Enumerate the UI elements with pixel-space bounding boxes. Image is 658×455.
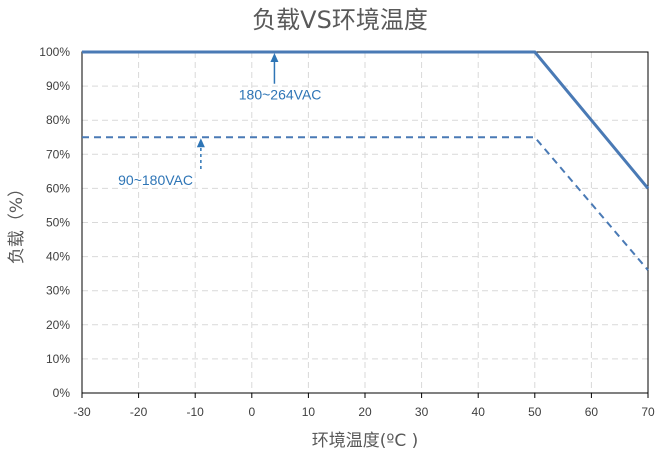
x-tick-label: 20	[358, 405, 372, 419]
annotations-layer: 180~264VAC 90~180VAC	[118, 53, 321, 188]
y-tick-label: 100%	[39, 45, 70, 59]
annotation-label-2: 90~180VAC	[118, 172, 193, 188]
y-tick-label: 10%	[46, 352, 70, 366]
series-line-1	[82, 50, 650, 190]
x-tick-label: -10	[187, 405, 205, 419]
x-tick-label: -20	[130, 405, 148, 419]
annotation-arrowhead-1	[270, 53, 279, 62]
y-tick-label: 90%	[46, 79, 70, 93]
y-tick-label: 60%	[46, 181, 70, 195]
grid	[82, 52, 648, 393]
series-layer	[82, 50, 650, 271]
y-axis-label: 负载（%）	[7, 180, 27, 264]
x-tick-label: -30	[73, 405, 91, 419]
annotation-label-1: 180~264VAC	[239, 87, 322, 103]
y-tick-label: 80%	[46, 113, 70, 127]
tick-labels: -30 -20 -10 0 10 20 30 40 50 60 70 0% 10% 20% 30% 40% 50…	[39, 45, 655, 419]
x-tick-label: 50	[528, 405, 542, 419]
y-tick-label: 50%	[46, 216, 70, 230]
y-tick-label: 30%	[46, 284, 70, 298]
x-tick-label: 0	[248, 405, 255, 419]
y-tick-label: 0%	[53, 386, 71, 400]
series-line-2	[82, 136, 649, 271]
annotation-arrowhead-2	[196, 138, 205, 148]
x-tick-label: 70	[641, 405, 655, 419]
x-tick-label: 30	[415, 405, 429, 419]
x-tick-label: 10	[302, 405, 316, 419]
y-tick-label: 70%	[46, 147, 70, 161]
x-tick-label: 60	[585, 405, 599, 419]
y-tick-label: 20%	[46, 318, 70, 332]
chart-title: 负载VS环境温度	[252, 6, 428, 34]
y-tick-label: 40%	[46, 250, 70, 264]
x-axis-label: 环境温度(ºC )	[312, 431, 419, 451]
x-tick-label: 40	[472, 405, 486, 419]
